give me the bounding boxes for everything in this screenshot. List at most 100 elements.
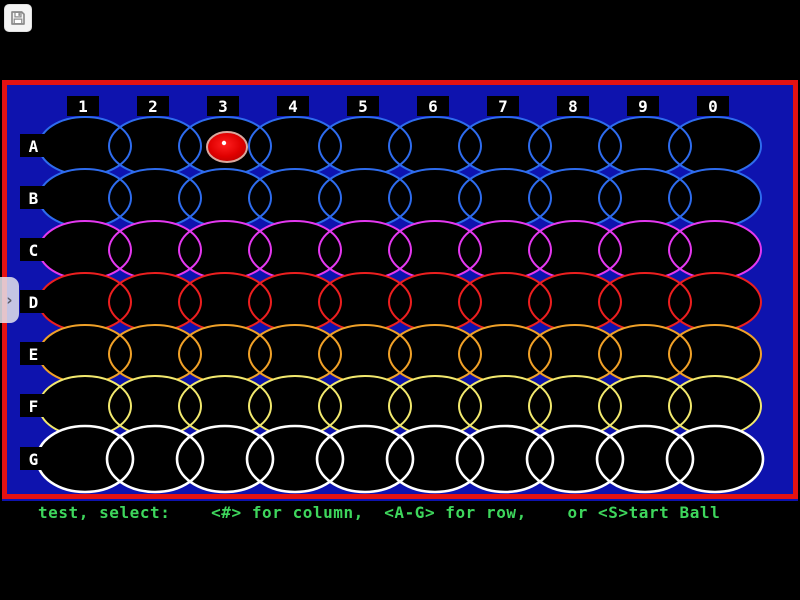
- grid-cell-fill-E5: [319, 325, 411, 383]
- row-label-box-A: [20, 134, 47, 157]
- grid-cell-fill-G4: [247, 426, 343, 492]
- row-label-box-B: [20, 186, 47, 209]
- grid-cell-fill-C3: [179, 221, 271, 279]
- column-header-box-6: [417, 96, 449, 116]
- grid-cell-fill-D3: [179, 273, 271, 331]
- grid-cell-G4: [245, 424, 345, 494]
- grid-cell-fill-E9: [599, 325, 691, 383]
- row-label-E: E: [29, 345, 39, 364]
- grid-cell-fill-G2: [107, 426, 203, 492]
- grid-cell-fill-B9: [599, 169, 691, 227]
- peg-grid: 1 2 3 4 5 6 7 8 9 0 A B C D E F G: [20, 96, 765, 494]
- grid-cell-fill-F5: [319, 376, 411, 436]
- grid-cell-fill-E4: [249, 325, 341, 383]
- grid-cell-fill-C2: [109, 221, 201, 279]
- grid-cell-fill-F4: [249, 376, 341, 436]
- grid-cell-fill-E6: [389, 325, 481, 383]
- grid-cell-fill-C5: [319, 221, 411, 279]
- row-label-box-G: [20, 447, 47, 470]
- grid-cell-fill-C9: [599, 221, 691, 279]
- grid-cell-fill-A1: [39, 117, 131, 175]
- grid-cell-G5: [315, 424, 415, 494]
- grid-cell-fill-E7: [459, 325, 551, 383]
- column-header-6: 6: [428, 97, 438, 116]
- column-header-2: 2: [148, 97, 158, 116]
- column-header-box-9: [627, 96, 659, 116]
- grid-cell-fill-D8: [529, 273, 621, 331]
- grid-cell-fill-E3: [179, 325, 271, 383]
- column-header-box-7: [487, 96, 519, 116]
- grid-cell-fill-F1: [39, 376, 131, 436]
- grid-cell-fill-A8: [529, 117, 621, 175]
- grid-cell-fill-F0: [669, 376, 761, 436]
- column-header-box-1: [67, 96, 99, 116]
- grid-cell-fill-B0: [669, 169, 761, 227]
- grid-cell-fill-F8: [529, 376, 621, 436]
- row-label-B: B: [29, 189, 39, 208]
- grid-cell-fill-D7: [459, 273, 551, 331]
- grid-cell-fill-A7: [459, 117, 551, 175]
- grid-cell-fill-C1: [39, 221, 131, 279]
- grid-cell-fill-F6: [389, 376, 481, 436]
- grid-cell-fill-A0: [669, 117, 761, 175]
- grid-cell-fill-E8: [529, 325, 621, 383]
- grid-cell-fill-B3: [179, 169, 271, 227]
- row-label-box-E: [20, 342, 47, 365]
- grid-cell-G9: [595, 424, 695, 494]
- column-header-7: 7: [498, 97, 508, 116]
- grid-cell-fill-G0: [667, 426, 763, 492]
- row-label-box-C: [20, 238, 47, 261]
- grid-cell-G6: [385, 424, 485, 494]
- ball-glint: [221, 140, 227, 146]
- column-header-box-8: [557, 96, 589, 116]
- grid-cell-fill-G7: [457, 426, 553, 492]
- column-header-3: 3: [218, 97, 228, 116]
- row-label-G: G: [29, 450, 39, 469]
- column-header-1: 1: [78, 97, 88, 116]
- grid-cell-fill-E0: [669, 325, 761, 383]
- chevron-right-icon: ›: [6, 291, 13, 309]
- column-header-box-0: [697, 96, 729, 116]
- grid-cell-fill-D2: [109, 273, 201, 331]
- grid-cell-fill-C6: [389, 221, 481, 279]
- grid-cell-fill-C7: [459, 221, 551, 279]
- grid-cell-fill-F7: [459, 376, 551, 436]
- grid-cell-fill-E1: [39, 325, 131, 383]
- status-bar: test, select: <#> for column, <A-G> for …: [0, 503, 800, 523]
- grid-cell-fill-D4: [249, 273, 341, 331]
- column-header-box-3: [207, 96, 239, 116]
- status-text: test, select: <#> for column, <A-G> for …: [38, 503, 721, 522]
- row-label-box-D: [20, 290, 47, 313]
- grid-cell-fill-B7: [459, 169, 551, 227]
- grid-cell-fill-B4: [249, 169, 341, 227]
- grid-cell-G8: [525, 424, 625, 494]
- grid-cell-fill-A2: [109, 117, 201, 175]
- grid-cell-fill-D1: [39, 273, 131, 331]
- grid-cell-G2: [105, 424, 205, 494]
- grid-cell-fill-B2: [109, 169, 201, 227]
- game-board: 1 2 3 4 5 6 7 8 9 0 A B C D E F G: [2, 80, 798, 499]
- save-button[interactable]: [4, 4, 32, 32]
- ball: [206, 131, 248, 163]
- row-label-D: D: [29, 293, 39, 312]
- row-label-C: C: [29, 241, 39, 260]
- grid-cell-fill-G8: [527, 426, 623, 492]
- column-header-8: 8: [568, 97, 578, 116]
- sidebar-expand-flap[interactable]: ›: [0, 277, 19, 323]
- grid-cell-fill-B5: [319, 169, 411, 227]
- grid-cell-fill-F2: [109, 376, 201, 436]
- grid-cell-fill-F3: [179, 376, 271, 436]
- grid-cell-fill-B8: [529, 169, 621, 227]
- grid-cell-fill-D0: [669, 273, 761, 331]
- grid-cell-fill-A5: [319, 117, 411, 175]
- grid-cell-fill-D6: [389, 273, 481, 331]
- column-header-box-4: [277, 96, 309, 116]
- field-bottom-strip: [2, 499, 798, 501]
- grid-cell-fill-A6: [389, 117, 481, 175]
- grid-cell-fill-A9: [599, 117, 691, 175]
- row-label-box-F: [20, 394, 47, 417]
- grid-cell-fill-G5: [317, 426, 413, 492]
- grid-cell-fill-B6: [389, 169, 481, 227]
- grid-cell-fill-D5: [319, 273, 411, 331]
- grid-cell-fill-A4: [249, 117, 341, 175]
